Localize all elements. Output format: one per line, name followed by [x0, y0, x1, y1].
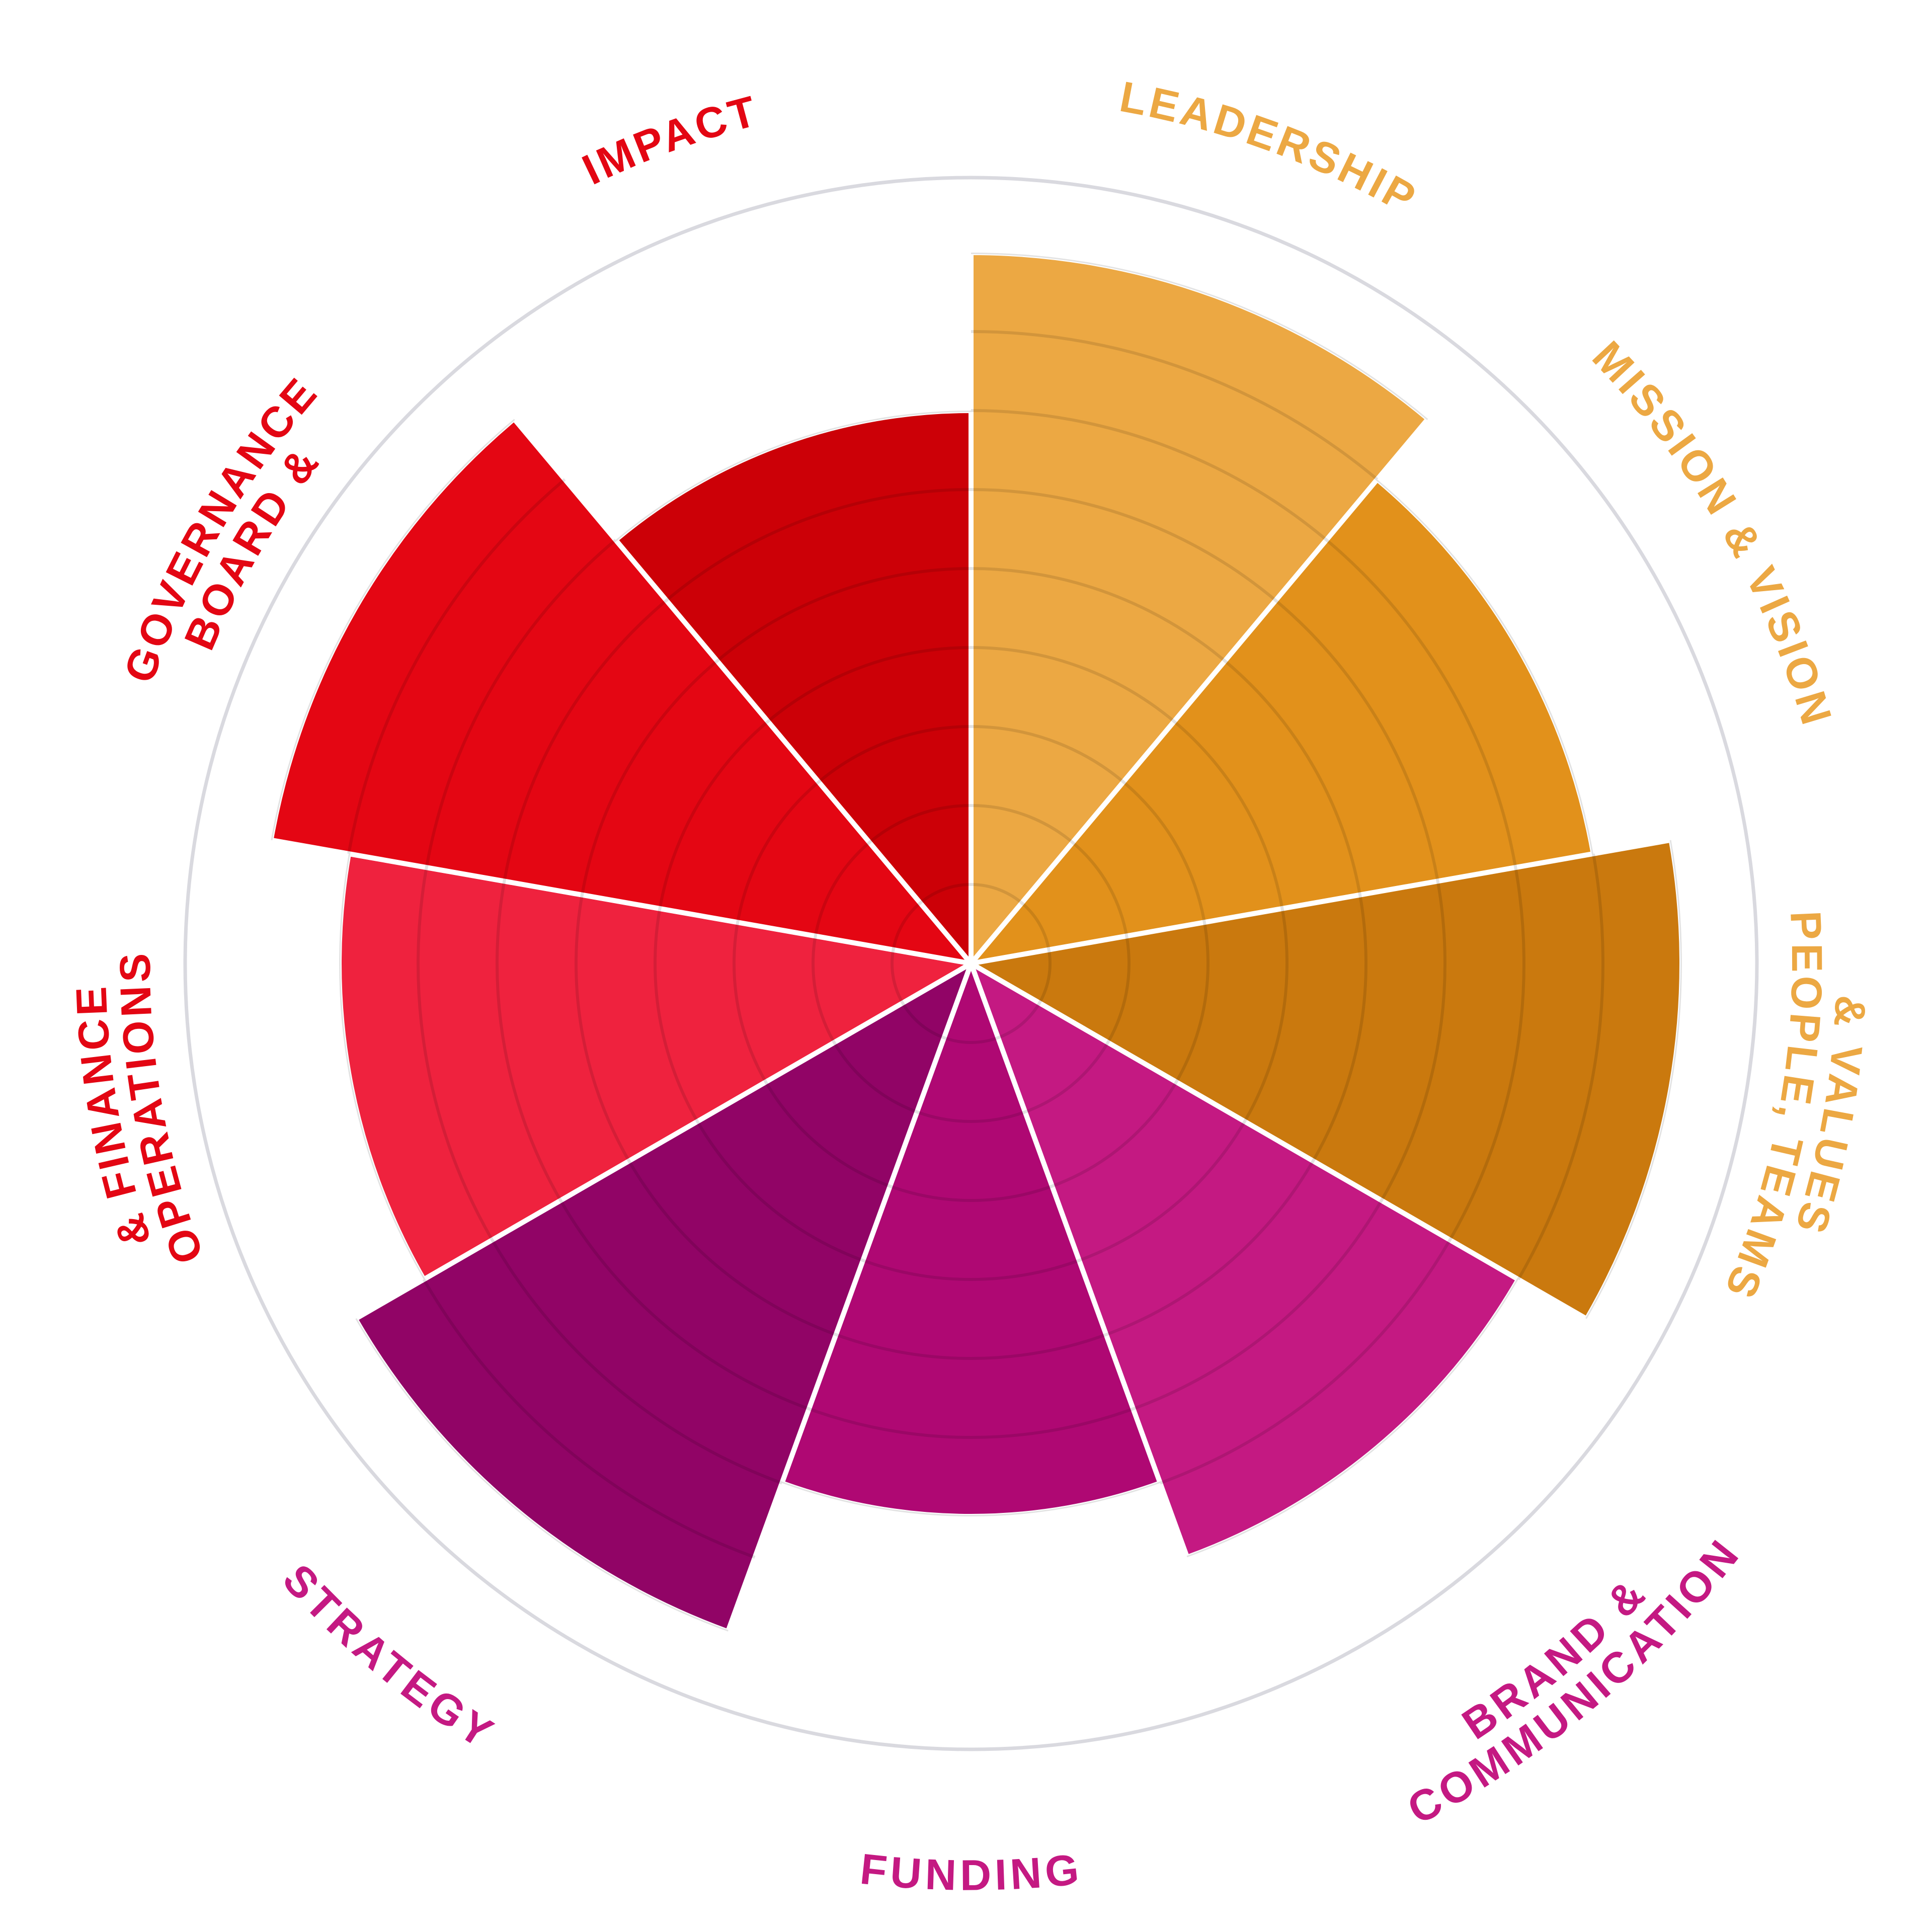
label-people-teams-and-values-line-1: PEOPLE, TEAMS: [1715, 910, 1831, 1308]
label-mission-and-vision: MISSION & VISION: [1583, 332, 1842, 733]
label-impact: IMPACT: [575, 87, 764, 194]
wedge-funding: [778, 956, 1164, 1519]
wedge-strategy: [352, 957, 976, 1635]
grid-ring: [733, 725, 1210, 1202]
label-brand-and-communication-line-2: COMMUNICATION: [1400, 1530, 1749, 1834]
wedge-impact: [612, 408, 974, 971]
grid-rings: [271, 253, 1682, 1632]
wedges: [268, 250, 1684, 1635]
grid-ring: [812, 804, 1131, 1123]
wedge-board-and-governance: [268, 415, 978, 968]
wedge-leadership: [969, 250, 1432, 971]
wedge-people-teams-and-values: [963, 837, 1684, 1323]
wedge-operations-and-finance: [337, 851, 979, 1283]
wedge-brand-and-communication: [966, 957, 1522, 1561]
grid-ring: [496, 488, 1446, 1439]
grid-ring: [891, 883, 1052, 1044]
label-strategy: STRATEGY: [274, 1555, 504, 1759]
grid-ring: [654, 646, 1289, 1281]
wedge-mission-and-vision: [964, 475, 1596, 968]
outer-ring: [183, 176, 1759, 1751]
grid-ring: [417, 409, 1525, 1518]
label-funding: FUNDING: [858, 1845, 1084, 1900]
grid-ring: [575, 567, 1367, 1360]
